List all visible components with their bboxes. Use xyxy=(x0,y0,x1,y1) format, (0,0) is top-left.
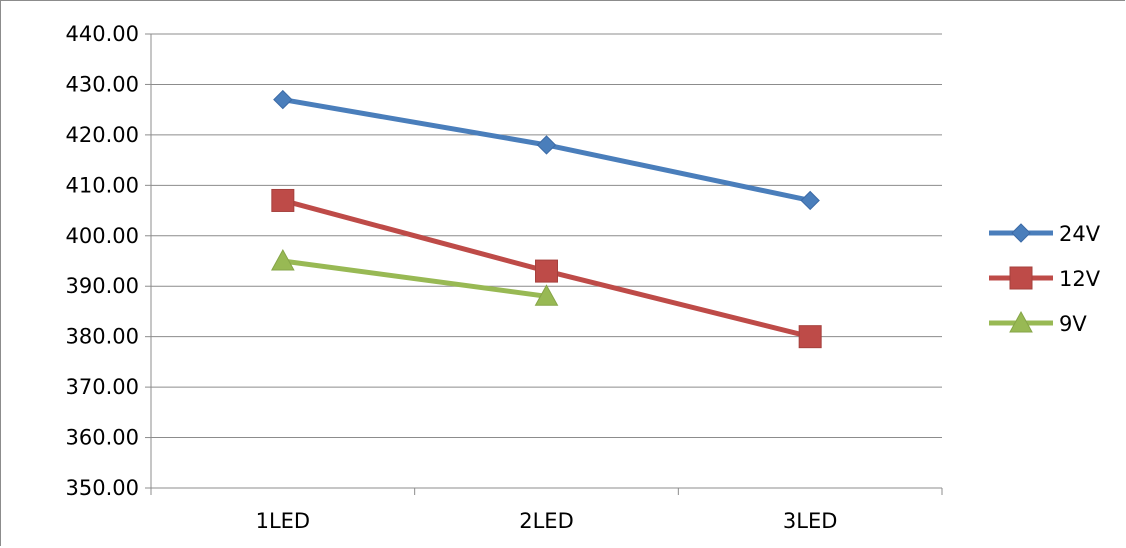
y-tick-label: 390.00 xyxy=(66,274,139,298)
y-tick-label: 410.00 xyxy=(66,173,139,197)
data-point-square xyxy=(535,259,558,283)
legend-marker xyxy=(1009,310,1033,333)
y-tick-label: 360.00 xyxy=(66,426,139,450)
legend-entry: 12V xyxy=(989,266,1101,291)
data-point-diamond xyxy=(800,190,820,211)
axes: 350.00 360.00 370.00 380.00 390.00 400.00 410.… xyxy=(66,22,943,533)
data-point-triangle xyxy=(270,248,295,271)
x-tick-label: 2LED xyxy=(519,509,574,533)
series-group xyxy=(270,89,822,349)
y-tick-label: 430.00 xyxy=(66,72,139,96)
legend-marker xyxy=(1009,266,1033,290)
y-tick-label: 420.00 xyxy=(66,123,139,147)
data-point-square xyxy=(798,325,822,349)
data-point-triangle xyxy=(534,284,559,306)
legend-label: 12V xyxy=(1059,267,1101,291)
y-tick-label: 440.00 xyxy=(66,22,139,46)
series-line xyxy=(280,258,549,299)
y-tick-label: 370.00 xyxy=(66,375,139,399)
legend-marker xyxy=(1011,223,1031,243)
y-tick-label: 380.00 xyxy=(66,325,139,349)
legend-label: 24V xyxy=(1059,222,1101,246)
series-12V xyxy=(271,188,822,349)
y-tick-label: 400.00 xyxy=(66,224,139,248)
y-tick-label: 350.00 xyxy=(66,476,139,500)
legend-entry: 9V xyxy=(989,310,1087,336)
series-24V xyxy=(273,89,820,211)
data-point-square xyxy=(271,188,295,212)
legend-entry: 24V xyxy=(989,222,1101,246)
series-9V xyxy=(270,248,559,306)
legend-label: 9V xyxy=(1059,312,1087,336)
legend: 24V 12V 9V xyxy=(989,222,1101,336)
data-point-diamond xyxy=(536,135,557,155)
x-tick-label: 1LED xyxy=(256,509,311,533)
data-point-diamond xyxy=(273,89,293,110)
x-tick-label: 3LED xyxy=(783,509,838,533)
